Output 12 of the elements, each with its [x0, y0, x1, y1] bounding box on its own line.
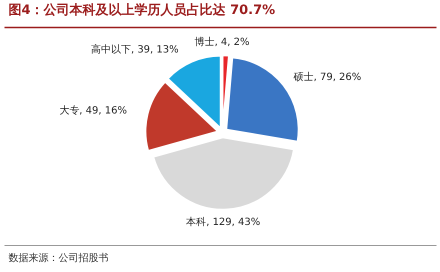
- data-label: , 49, 16%: [79, 106, 127, 117]
- slice-label: 高中以下: [90, 43, 131, 56]
- slice-label: 大专: [59, 104, 80, 117]
- data-label: , 129, 43%: [206, 216, 260, 228]
- slice-label: 博士: [194, 36, 215, 48]
- data-label: , 4, 2%: [214, 37, 250, 48]
- data-label: , 79, 26%: [314, 72, 362, 83]
- slice-label: 本科: [186, 216, 206, 228]
- data-label: , 39, 13%: [130, 44, 179, 56]
- source-note: 数据来源：公司招股书: [8, 252, 108, 264]
- chart-title: 图4：公司本科及以上学历人员占比达 70.7%: [8, 3, 276, 18]
- slice-label: 硕士: [292, 70, 314, 83]
